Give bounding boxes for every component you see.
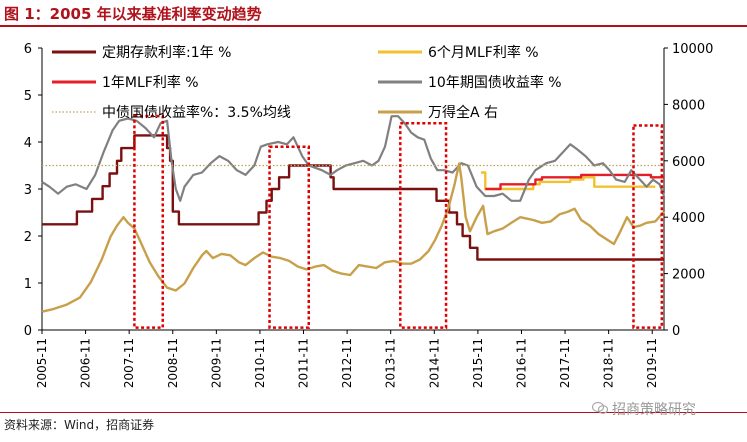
x-tick-label: 2018-11 [602,338,616,388]
highlight-box-0 [133,114,164,329]
y-right-tick-label: 2000 [672,268,705,283]
x-tick-label: 2009-11 [209,338,223,388]
legend-label-5: 万得全A 右 [428,104,498,121]
legend-label-0: 定期存款利率:1年 % [102,44,231,61]
x-tick-label: 2012-11 [340,338,354,388]
series-line-2 [485,173,664,191]
y-right-tick-label: 6000 [672,155,705,170]
x-tick-label: 2016-11 [514,338,528,388]
chart-area: 0 1 2 3 4 5 6 0 2000 4000 6000 8000 10000 2005-11 2006… [24,42,714,388]
watermark-text: 招商策略研究 [612,402,696,418]
y-left-tick-label: 2 [24,230,32,245]
y-left-tick-label: 0 [24,324,32,339]
legend-label-3: 10年期国债收益率 % [428,74,562,91]
title-divider [0,25,747,27]
y-right-tick-label: 8000 [672,98,705,113]
y-left-tick-label: 6 [24,42,32,57]
y-right-tick-label: 10000 [672,42,713,57]
highlight-box-3 [632,124,664,329]
x-tick-label: 2015-11 [471,338,485,388]
y-left-tick-label: 1 [24,277,32,292]
x-tick-label: 2011-11 [297,338,311,388]
footer-divider [0,412,747,413]
highlight-box-2 [399,121,448,329]
x-tick-label: 2006-11 [79,338,93,388]
chart-title-bar: 图 1：2005 年以来基准利率变动趋势 [0,0,747,27]
x-tick-label: 2013-11 [384,338,398,388]
series-line-3 [41,115,666,202]
x-tick-label: 2019-11 [645,338,659,388]
chart-title: 图 1：2005 年以来基准利率变动趋势 [4,5,262,23]
x-tick-label: 2007-11 [122,338,136,388]
series-line-0 [42,134,664,261]
legend-label-4: 中债国债收益率%：3.5%均线 [102,104,291,121]
y-right-tick-label: 0 [672,324,680,339]
y-right-tick-label: 4000 [672,211,705,226]
y-left-tick-label: 5 [24,89,32,104]
legend-label-2: 1年MLF利率 % [102,74,199,91]
x-tick-label: 2017-11 [558,338,572,388]
source-note: 资料来源：Wind，招商证券 [4,418,155,432]
x-tick-label: 2010-11 [253,338,267,388]
x-tick-label: 2008-11 [166,338,180,388]
wechat-icon [592,401,608,414]
y-left-tick-label: 4 [24,136,32,151]
legend-label-1: 6个月MLF利率 % [428,44,539,61]
x-tick-label: 2014-11 [427,338,441,388]
series-line-5 [41,162,665,313]
y-left-tick-label: 3 [24,183,32,198]
x-tick-label: 2005-11 [35,338,49,388]
